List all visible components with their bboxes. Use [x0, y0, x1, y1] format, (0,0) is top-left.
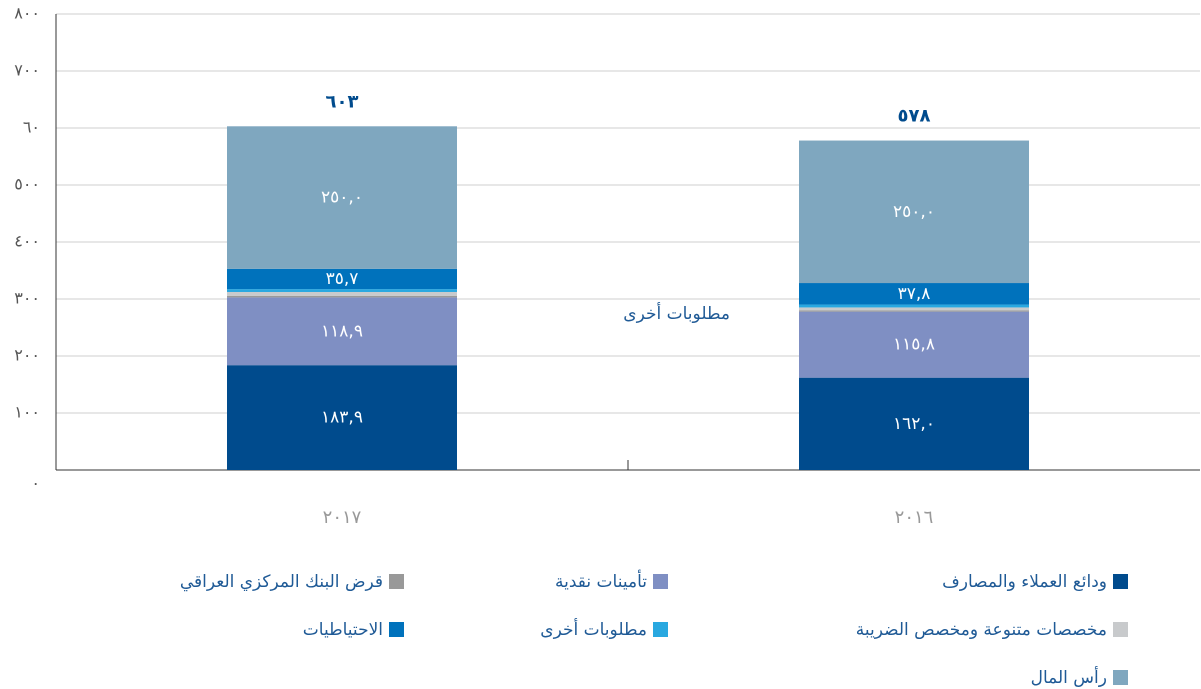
y-tick-label: ٤٠٠: [14, 232, 40, 251]
legend-label: الاحتياطيات: [303, 620, 383, 640]
y-tick-label: ١٠٠: [14, 403, 40, 422]
total-label: ٦٠٣: [326, 91, 359, 112]
y-tick-label: ٣٠٠: [14, 289, 40, 308]
bar-segment: [799, 311, 1029, 378]
value-label: ١٦٢,٠: [893, 414, 935, 434]
bar-segment: [799, 377, 1029, 470]
annotation: مطلوبات أخرى: [623, 302, 730, 324]
bar-segment: [799, 304, 1029, 308]
legend-label: مطلوبات أخرى: [540, 618, 647, 640]
y-tick-label: ٢٠٠: [14, 346, 40, 365]
y-tick-label: ٦٠: [23, 118, 40, 137]
legend-swatch: [653, 574, 668, 589]
bar-segment: [799, 307, 1029, 311]
legend-label: رأس المال: [1031, 666, 1107, 688]
y-tick-label: ٥٠٠: [14, 175, 40, 194]
legend-swatch: [653, 622, 668, 637]
bar-segment: [227, 126, 457, 269]
legend-swatch: [1113, 574, 1128, 589]
value-label: ١١٨,٩: [321, 321, 363, 341]
bar-segment: [799, 140, 1029, 284]
value-label: ٣٧,٨: [898, 284, 931, 304]
legend-label: تأمينات نقدية: [555, 569, 647, 592]
bar-segment: [227, 289, 457, 292]
x-tick-label: ٢٠١٧: [323, 507, 362, 528]
legend-label: قرض البنك المركزي العراقي: [180, 572, 383, 592]
legend-swatch: [1113, 670, 1128, 685]
legend-label: ودائع العملاء والمصارف: [942, 572, 1107, 592]
value-label: ١١٥,٨: [893, 335, 935, 355]
y-tick-label: ٧٠٠: [14, 61, 40, 80]
value-label: ٢٥٠,٠: [321, 188, 363, 208]
bar-segment: [227, 291, 457, 296]
y-tick-label: ٨٠٠: [14, 4, 40, 23]
value-label: ٣٥,٧: [326, 269, 359, 289]
value-label: ٢٥٠,٠: [893, 202, 935, 222]
y-tick-label: ٠: [31, 474, 40, 493]
bar-segment: [227, 295, 457, 298]
bar-segment: [799, 310, 1029, 312]
x-tick-label: ٢٠١٦: [895, 507, 934, 528]
bar-segment: [227, 365, 457, 470]
legend-swatch: [389, 622, 404, 637]
bar-segment: [227, 297, 457, 366]
legend-label: مخصصات متنوعة ومخصص الضريبة: [856, 620, 1107, 640]
bar-segment: [227, 268, 457, 290]
bar-segment: [799, 283, 1029, 305]
total-label: ٥٧٨: [898, 106, 931, 127]
legend-swatch: [389, 574, 404, 589]
legend-swatch: [1113, 622, 1128, 637]
value-label: ١٨٣,٩: [321, 408, 363, 428]
